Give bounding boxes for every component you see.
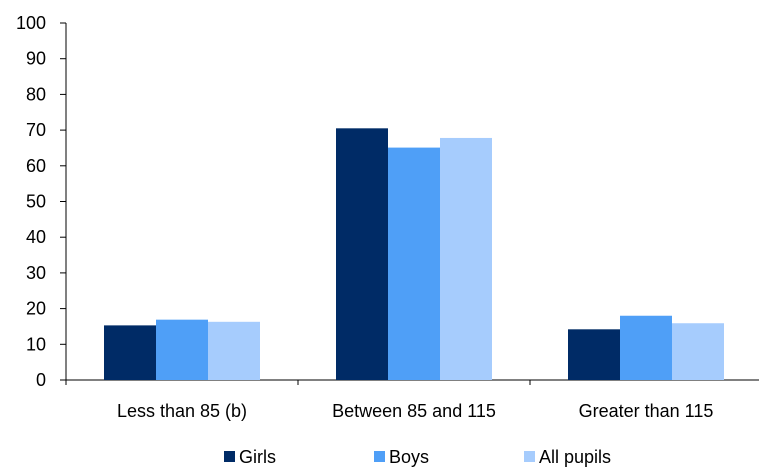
legend-label: Boys [389,447,429,467]
bar-boys [388,147,440,380]
y-axis: 0 10 20 30 40 50 60 70 80 90 100 [16,13,67,390]
bar-boys [620,315,672,380]
y-tick-label: 100 [16,13,46,33]
y-tick-label: 90 [26,49,46,69]
legend-swatch [374,451,385,462]
bar-all-pupils [208,321,260,380]
y-tick-label: 70 [26,120,46,140]
legend-label: All pupils [539,447,611,467]
y-tick-label: 80 [26,84,46,104]
bar-all-pupils [440,137,492,380]
y-tick-label: 40 [26,227,46,247]
legend: Girls Boys All pupils [224,447,611,467]
legend-swatch [524,451,535,462]
bar-all-pupils [672,323,724,380]
bar-girls [104,325,156,380]
legend-label: Girls [239,447,276,467]
x-category-label: Between 85 and 115 [332,401,496,421]
bar-boys [156,319,208,380]
bars [104,128,724,380]
y-tick-label: 20 [26,299,46,319]
y-tick-label: 10 [26,334,46,354]
x-category-label: Greater than 115 [579,401,714,421]
y-tick-label: 60 [26,156,46,176]
y-tick-label: 30 [26,263,46,283]
x-category-label: Less than 85 (b) [117,401,247,421]
y-tick-label: 0 [36,370,46,390]
legend-swatch [224,451,235,462]
y-tick-label: 50 [26,192,46,212]
bar-girls [336,128,388,380]
bar-girls [568,329,620,380]
x-axis: Less than 85 (b) Between 85 and 115 Greate… [65,379,759,421]
